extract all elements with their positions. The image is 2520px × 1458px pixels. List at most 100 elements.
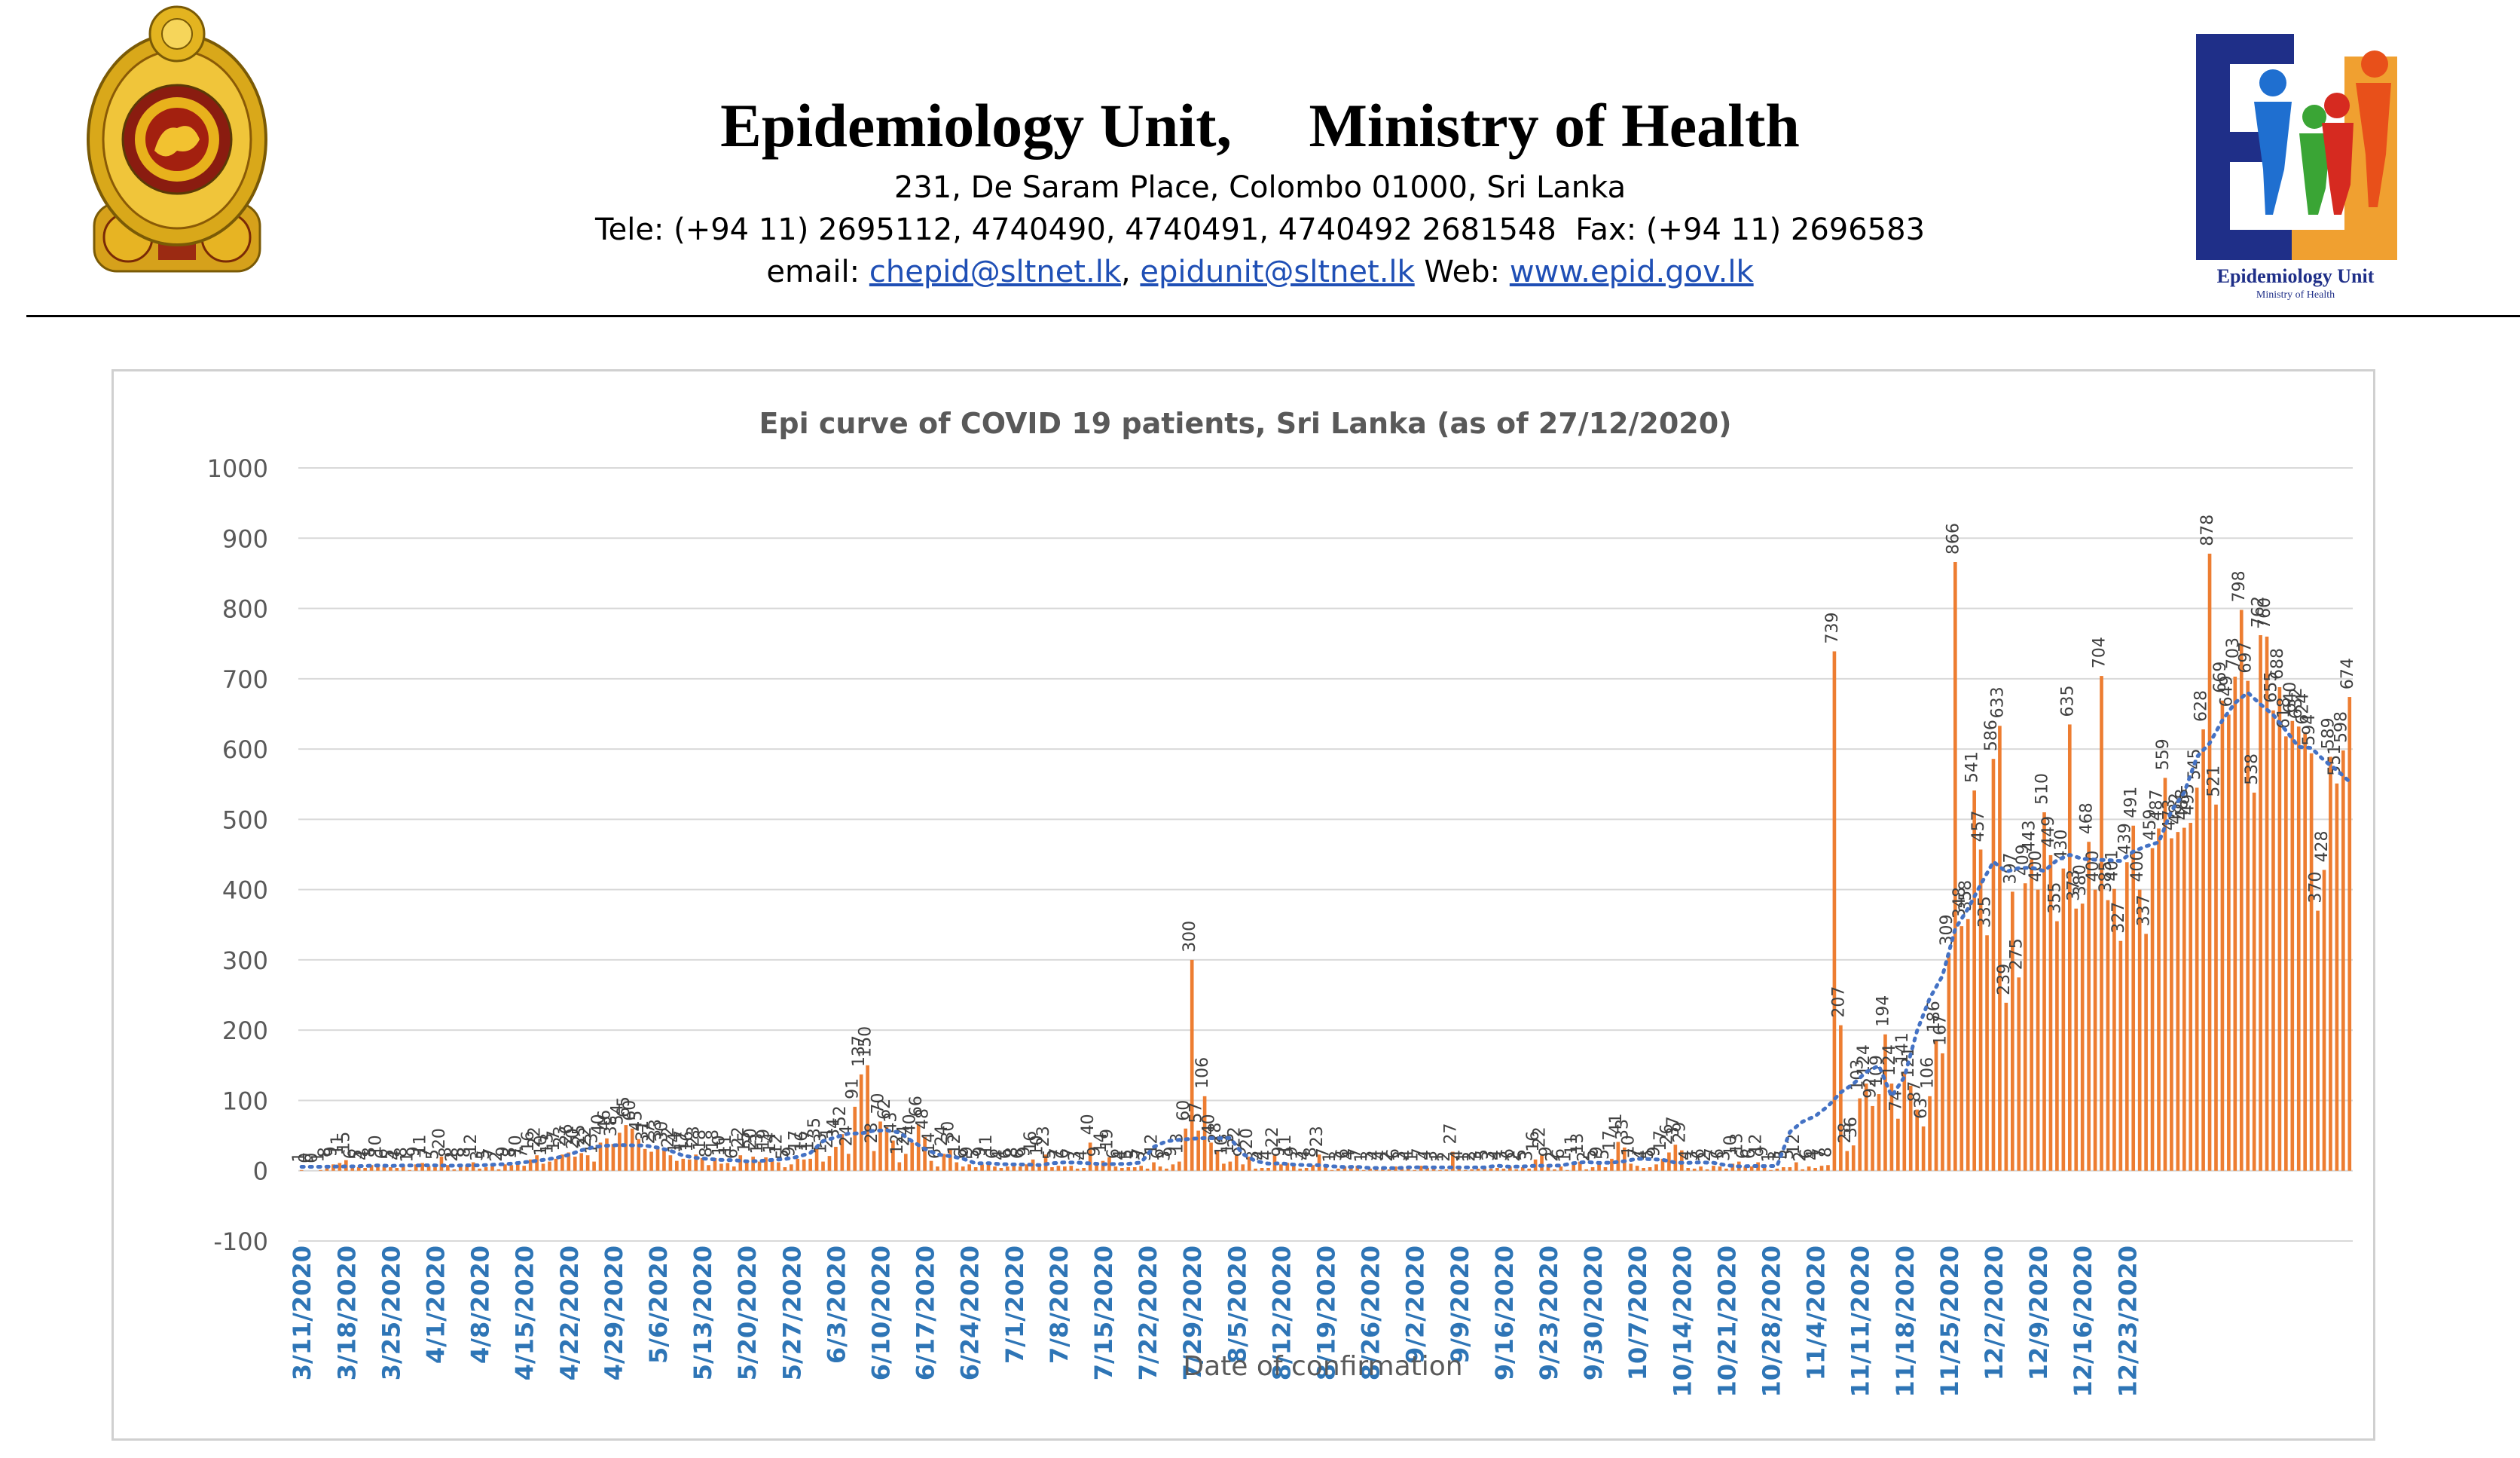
bar [1336,1168,1340,1171]
bar [2093,889,2097,1171]
bar [567,1152,571,1171]
bar-value-label: 13 [748,1133,767,1154]
bar-value-label: 618 [2274,697,2293,729]
email-link-epidunit[interactable]: epidunit@sltnet.lk [1140,255,1415,289]
y-tick-label: -100 [213,1227,268,1256]
bar-value-label: 335 [1976,896,1995,928]
bar-value-label: 10 [532,1135,551,1156]
bar-value-label: 3 [1467,1151,1486,1161]
bar-value-label: 4 [1397,1150,1416,1160]
bar-value-label: 15 [334,1132,353,1153]
bar [2271,710,2275,1171]
bar-value-label: 12 [1747,1134,1766,1155]
bar-value-label: 4 [1257,1150,1276,1160]
bar-value-label: 9 [971,1146,990,1157]
bar [1266,1168,1270,1171]
x-tick-label: 10/21/2020 [1712,1246,1741,1398]
bar-value-label: 46 [595,1110,614,1131]
bar-value-label: 207 [1829,986,1848,1018]
bar-value-label: 48 [914,1108,933,1129]
bar [1928,1096,1932,1171]
bar-value-label: 878 [2198,515,2217,546]
bar [414,1164,418,1171]
bar-value-label: 16 [1524,1131,1543,1152]
bar [484,1167,488,1171]
bar-value-label: 37 [1664,1116,1683,1137]
bar [2316,910,2320,1171]
bar [503,1164,507,1171]
website-link[interactable]: www.epid.gov.lk [1509,255,1754,289]
bar-value-label: 4 [1339,1150,1358,1160]
bar-value-label: 704 [2091,637,2109,668]
bar [687,1159,692,1171]
bar-value-label: 9 [1282,1146,1301,1157]
bar [738,1155,743,1171]
bar [853,1106,857,1171]
bar [2233,677,2237,1171]
bar-value-label: 6 [1690,1148,1709,1159]
bar-value-label: 633 [1988,686,2007,718]
x-tick-label: 4/8/2020 [466,1246,495,1364]
bar [1394,1166,1397,1171]
bar-value-label: 5 [964,1149,983,1160]
bar-value-label: 16 [793,1131,811,1152]
bar-value-label: 1 [290,1152,309,1163]
bar [903,1154,908,1171]
bar-value-label: 538 [2243,753,2262,785]
bar-value-label: 9 [1269,1146,1288,1157]
bar-value-label: 60 [1174,1100,1193,1121]
x-tick-label: 6/10/2020 [867,1246,896,1380]
bar [2004,1002,2008,1171]
bar-value-label: 495 [2179,784,2198,815]
bar [1851,1145,1856,1171]
bar-value-label: 4 [1110,1150,1129,1160]
bar-value-label: 649 [2217,675,2236,707]
bar [2118,940,2123,1171]
bar [859,1074,863,1171]
email-link-chepid[interactable]: chepid@sltnet.lk [869,255,1121,289]
bar [1095,1164,1098,1171]
bar-value-label: 6 [1009,1148,1028,1159]
bar [929,1160,933,1171]
bar [1705,1169,1709,1171]
bar [1279,1164,1283,1171]
bar [592,1161,596,1171]
bar [993,1166,997,1171]
bar-value-label: 8 [1003,1147,1022,1157]
bar-value-label: 8 [698,1147,716,1157]
bar [1222,1163,1226,1171]
bar [2189,823,2193,1171]
bar-value-label: 28 [1206,1123,1225,1144]
bar-value-label: 11 [977,1134,996,1155]
bar-value-label: 2 [1378,1151,1397,1162]
bar [1178,1161,1181,1171]
bar [389,1167,393,1171]
bar-value-label: 7 [1703,1148,1721,1158]
bar-value-label: 2 [1575,1151,1594,1162]
bar [522,1166,527,1171]
bar [439,1157,444,1171]
bar-value-label: 38 [602,1115,621,1136]
bar [1858,1098,1862,1171]
bar-value-label: 30 [652,1121,671,1142]
y-tick-label: 0 [253,1157,268,1186]
bar [1978,849,1983,1171]
bar [725,1163,730,1171]
bar [1648,1167,1652,1171]
bar-value-label: 866 [1944,523,1963,555]
bar-value-label: 29 [1670,1122,1689,1143]
bar-value-label: 8 [500,1147,519,1157]
x-tick-label: 5/6/2020 [644,1246,673,1364]
bar [789,1164,793,1171]
bar-value-label: 239 [1995,964,2014,995]
bar-value-label: 370 [2307,872,2326,903]
bar [770,1160,774,1171]
bar-value-label: 26 [1657,1123,1676,1145]
bar [1209,1142,1213,1171]
bar [1991,759,1996,1171]
bar-value-label: 1 [1759,1152,1778,1163]
bar-value-label: 4 [1365,1150,1384,1160]
x-tick-label: 12/9/2020 [2024,1246,2053,1380]
bar-value-label: 52 [831,1105,850,1126]
bar-value-label: 7 [1626,1148,1645,1158]
